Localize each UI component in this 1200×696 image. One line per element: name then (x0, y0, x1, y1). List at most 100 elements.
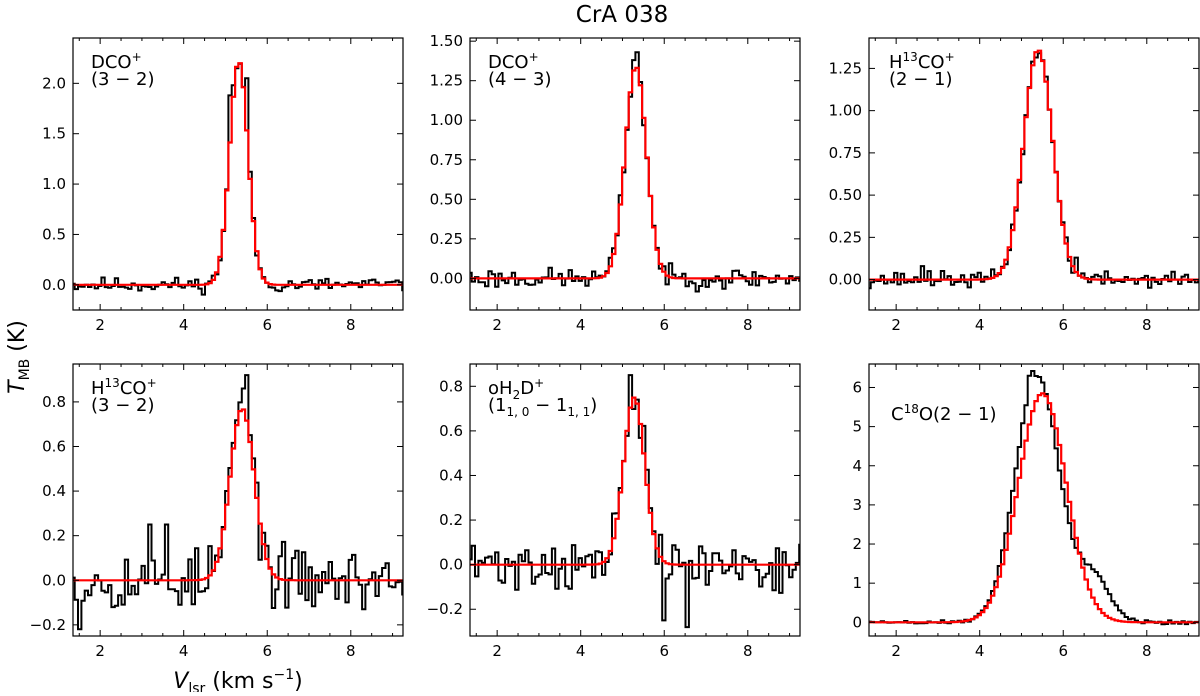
x-axis-label-sub: lsr (188, 681, 205, 692)
x-tick-label: 6 (659, 642, 669, 660)
panel-dco-4-3-fit-series (470, 66, 800, 280)
y-tick-label: 4 (852, 457, 862, 475)
figure-title: CrA 038 (576, 2, 668, 28)
y-axis-label: TMB (K) (5, 320, 33, 394)
y-tick-label: 1.50 (430, 32, 463, 50)
panel-h13co-2-1: 2 4 6 8 0.00 0.25 0.50 0.75 1.00 1.25 H13CO+ (2 − 1… (829, 37, 1200, 334)
x-tick-label: 2 (95, 642, 105, 660)
panel-h13co-2-1-observed-series (869, 52, 1199, 290)
x-tick-label: 6 (262, 642, 272, 660)
panel-dco-4-3-label: DCO+ (4 − 3) (488, 50, 551, 90)
y-tick-label: 1 (852, 574, 862, 592)
y-tick-label: 0.75 (829, 144, 862, 162)
panel-dco-3-2-frame (72, 37, 404, 311)
y-tick-label: 1.5 (42, 125, 66, 143)
x-tick-label: 4 (975, 316, 985, 334)
x-tick-label: 8 (1142, 316, 1152, 334)
panel-dco-3-2-fit-series (73, 62, 403, 286)
x-tick-label: 8 (1142, 642, 1152, 660)
x-tick-label: 4 (975, 642, 985, 660)
y-tick-label: 0.4 (439, 466, 463, 484)
x-tick-label: 2 (891, 642, 901, 660)
panel-h13co-3-2: 2 4 6 8 −0.2 0.0 0.2 0.4 0.6 0.8 H13CO+ (3 − 2) (30, 363, 404, 660)
y-tick-label: 1.25 (829, 59, 862, 77)
y-tick-label: 0 (852, 613, 862, 631)
y-tick-label: 2.0 (42, 74, 66, 92)
panel-dco-4-3: 2 4 6 8 0.00 0.25 0.50 0.75 1.00 1.25 1.50 DCO+ (4 −… (430, 32, 801, 334)
y-tick-label: 0.00 (829, 271, 862, 289)
x-axis-label-main: V (173, 669, 190, 692)
x-tick-label: 2 (492, 316, 502, 334)
y-tick-label: 0.0 (439, 556, 463, 574)
y-tick-label: 0.2 (42, 527, 66, 545)
y-tick-label: 6 (852, 378, 862, 396)
panel-dco-3-2: 2 4 6 8 0.0 0.5 1.0 1.5 2.0 DCO+ (3 − 2) (42, 37, 404, 334)
x-tick-label: 4 (179, 316, 189, 334)
x-tick-label: 6 (1058, 642, 1068, 660)
y-tick-label: 0.8 (42, 393, 66, 411)
y-tick-label: 0.0 (42, 571, 66, 589)
y-tick-label: 1.00 (829, 102, 862, 120)
y-tick-label: 0.00 (430, 269, 463, 287)
y-tick-label: 0.25 (430, 230, 463, 248)
y-tick-label: −0.2 (427, 600, 463, 618)
x-tick-label: 2 (95, 316, 105, 334)
y-tick-label: 0.50 (829, 186, 862, 204)
y-axis-label-sub: MB (17, 359, 33, 381)
y-tick-label: 0.2 (439, 511, 463, 529)
y-tick-label: 0.25 (829, 228, 862, 246)
y-tick-label: 1.25 (430, 72, 463, 90)
y-tick-label: 2 (852, 535, 862, 553)
panel-h13co-3-2-fit-series (73, 408, 403, 582)
panel-h13co-2-1-frame (868, 37, 1200, 311)
panel-c18o-2-1: 2 4 6 8 0 1 2 3 4 5 6 C18O(2 − 1) (852, 363, 1200, 660)
panel-dco-3-2-label: DCO+ (3 − 2) (91, 50, 154, 90)
panel-dco-3-2-observed-series (73, 62, 403, 296)
y-tick-label: 1.0 (42, 175, 66, 193)
panel-oh2d-1-1-frame (469, 363, 801, 637)
y-tick-label: 1.00 (430, 111, 463, 129)
x-tick-label: 4 (576, 316, 586, 334)
y-tick-label: 0.0 (42, 276, 66, 294)
y-tick-label: 3 (852, 496, 862, 514)
y-tick-label: 0.6 (42, 437, 66, 455)
y-tick-label: 0.50 (430, 190, 463, 208)
x-tick-label: 6 (659, 316, 669, 334)
panel-c18o-2-1-label: C18O(2 − 1) (891, 402, 997, 425)
y-tick-label: 0.8 (439, 377, 463, 395)
x-axis-label-close: ) (294, 669, 303, 692)
y-axis-label-units: (K) (5, 320, 30, 359)
panel-h13co-3-2-label: H13CO+ (3 − 2) (91, 376, 157, 416)
y-tick-label: 0.5 (42, 225, 66, 243)
x-tick-label: 8 (743, 316, 753, 334)
panel-c18o-2-1-frame (868, 363, 1200, 637)
panel-c18o-2-1-fit-series (869, 392, 1199, 624)
y-tick-label: 5 (852, 418, 862, 436)
x-tick-label: 4 (179, 642, 189, 660)
panel-h13co-2-1-fit-series (869, 49, 1199, 281)
x-tick-label: 8 (346, 316, 356, 334)
panel-oh2d-1-1-fit-series (470, 396, 800, 566)
x-tick-label: 6 (262, 316, 272, 334)
panel-dco-4-3-frame (469, 37, 801, 311)
x-axis-label-exp: −1 (273, 667, 294, 683)
x-axis-label: Vlsr (km s−1) (173, 667, 302, 692)
panel-oh2d-1-1-observed-series (470, 374, 800, 629)
y-axis-label-main: T (5, 379, 30, 394)
panel-oh2d-1-1: 2 4 6 8 −0.2 0.0 0.2 0.4 0.6 0.8 oH2D+ (11, 0 − 11,… (427, 363, 801, 660)
y-tick-label: −0.2 (30, 616, 66, 634)
y-tick-label: 0.4 (42, 482, 66, 500)
x-tick-label: 6 (1058, 316, 1068, 334)
panel-h13co-3-2-frame (72, 363, 404, 637)
x-axis-label-units: (km s (205, 669, 273, 692)
x-tick-label: 4 (576, 642, 586, 660)
panel-oh2d-1-1-label: oH2D+ (11, 0 − 11, 1) (488, 376, 597, 419)
y-tick-label: 0.6 (439, 422, 463, 440)
x-tick-label: 8 (346, 642, 356, 660)
y-tick-label: 0.75 (430, 151, 463, 169)
panel-h13co-2-1-label: H13CO+ (2 − 1) (889, 50, 955, 90)
x-tick-label: 2 (492, 642, 502, 660)
